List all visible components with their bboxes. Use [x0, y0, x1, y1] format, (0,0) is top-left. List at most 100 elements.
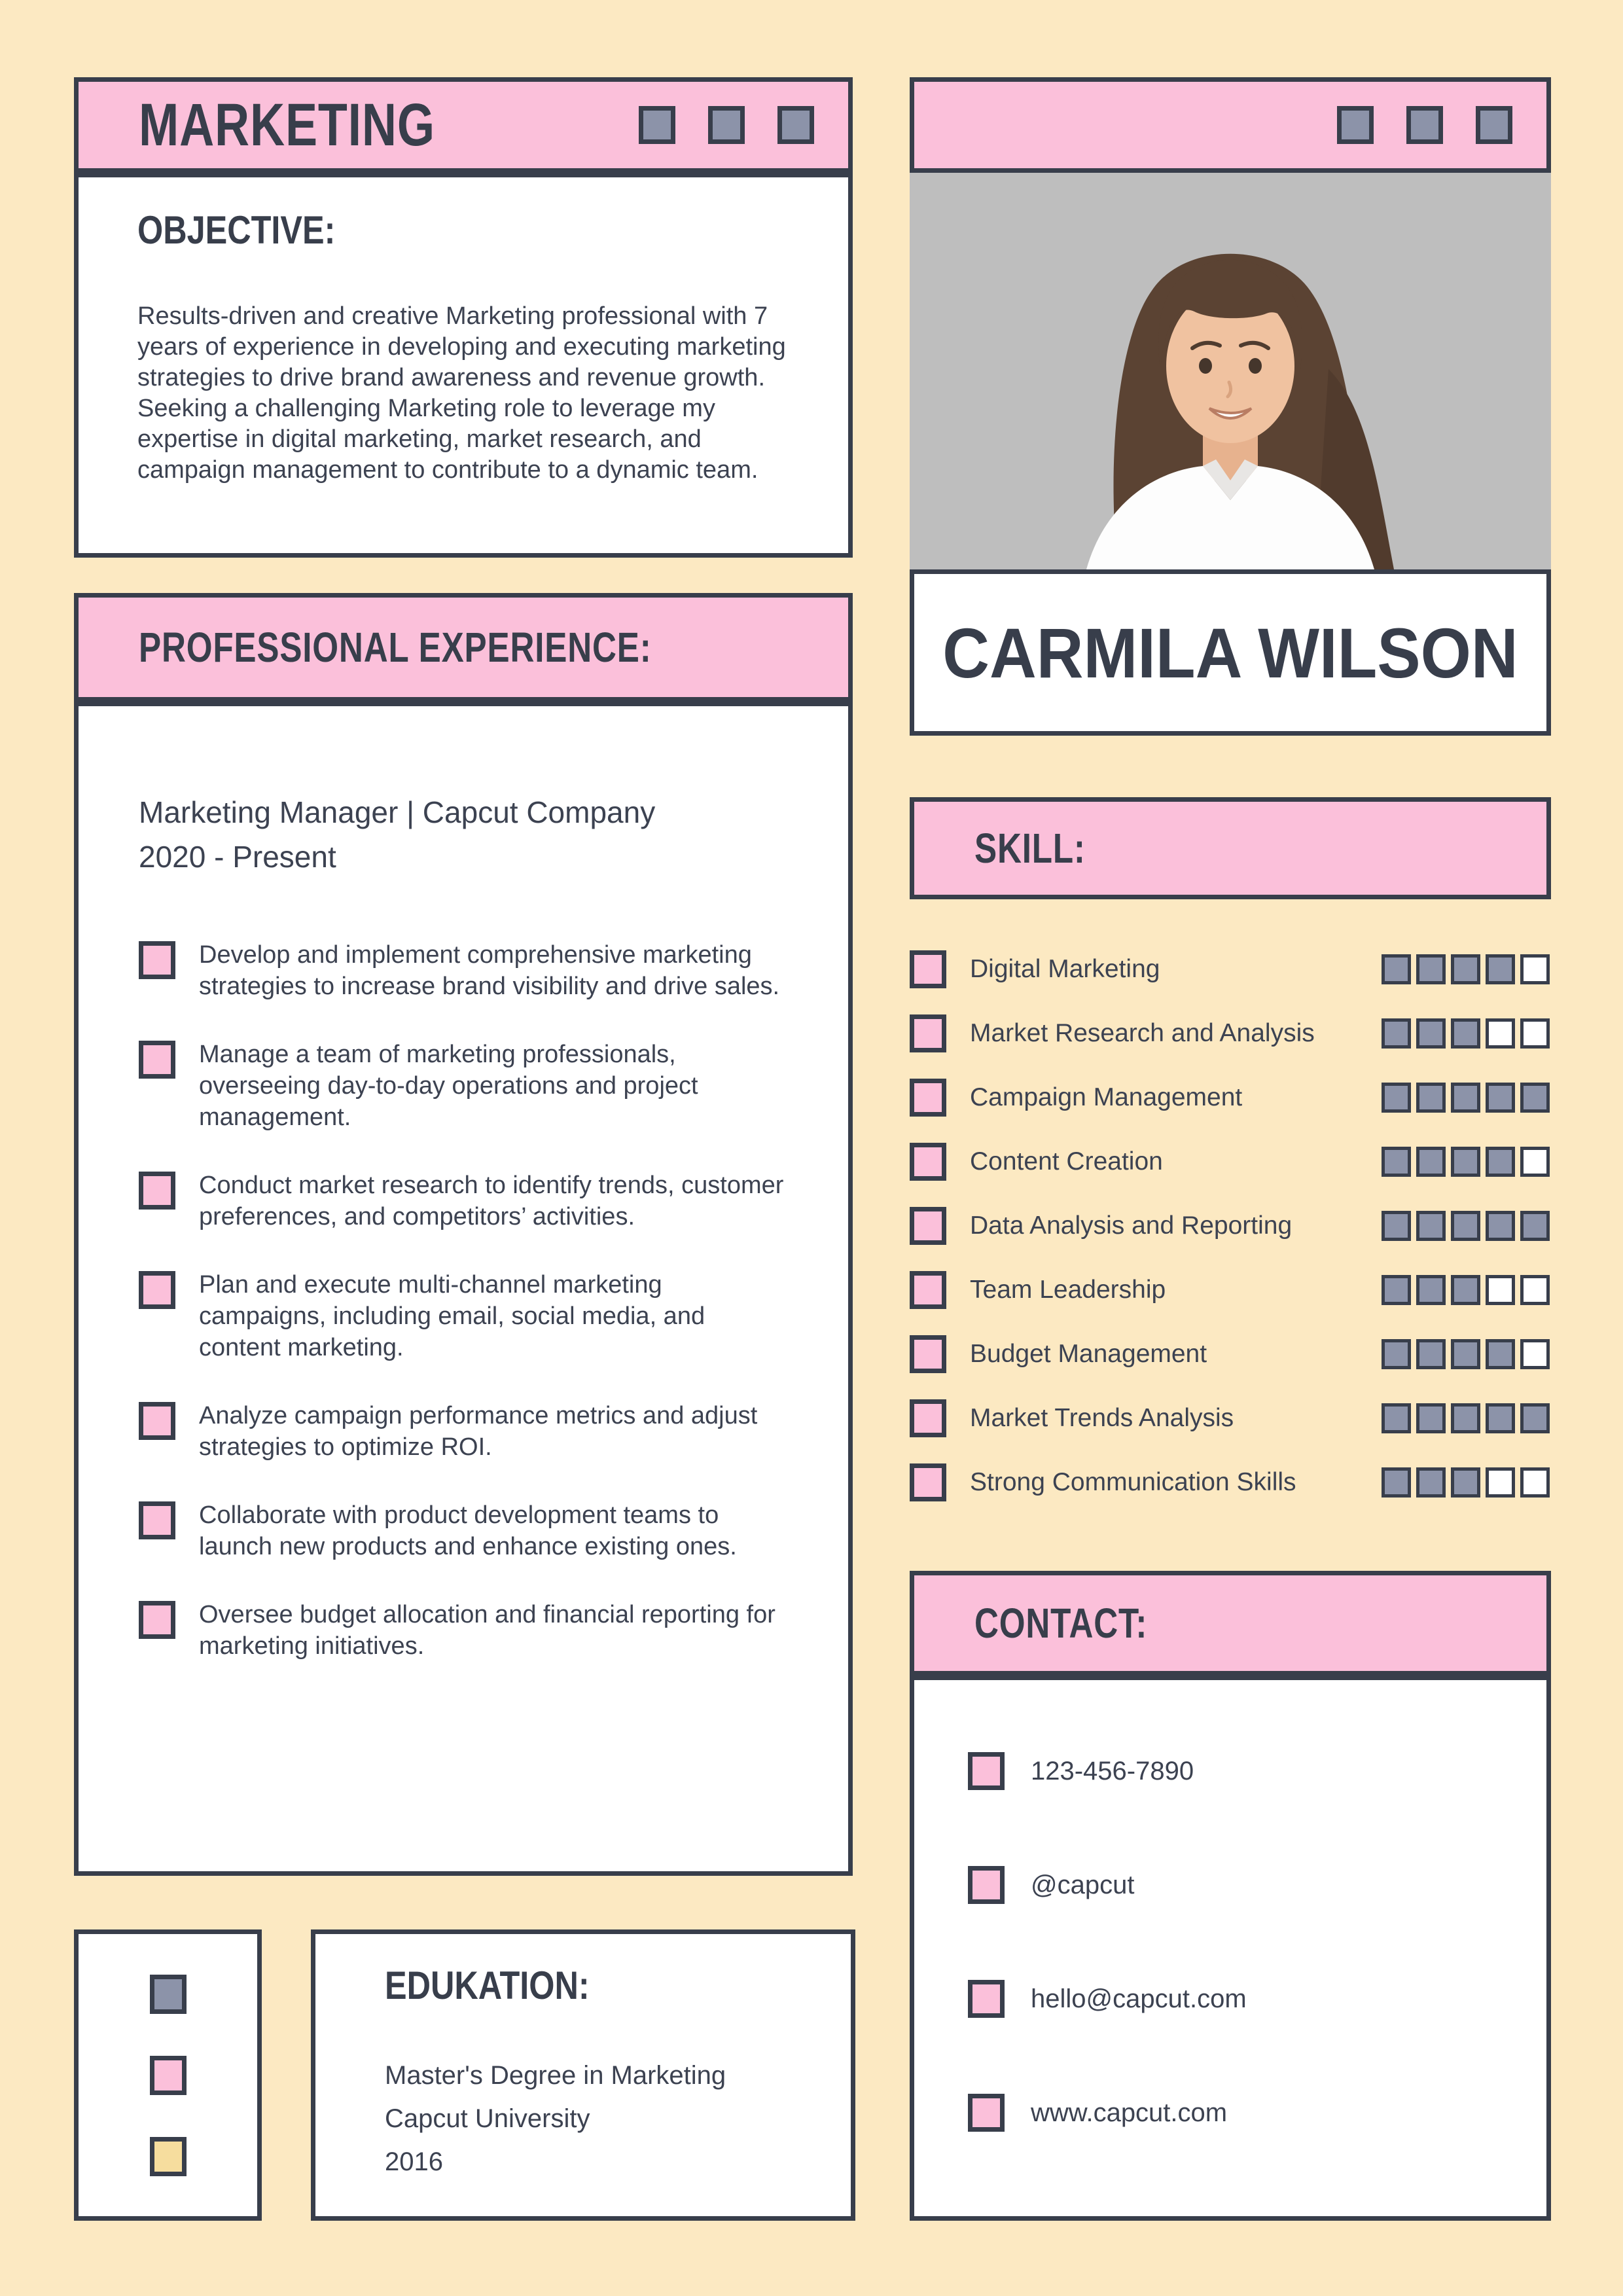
checkbox-square-icon [910, 1463, 946, 1501]
window-square-icon [708, 106, 745, 144]
rating-square-filled [1486, 1147, 1515, 1177]
checkbox-square-icon [910, 1399, 946, 1437]
job-title-line: Marketing Manager | Capcut Company [139, 795, 656, 829]
checkbox-square-icon [910, 1271, 946, 1309]
education-section: EDUKATION: Master's Degree in Marketing … [311, 1929, 855, 2221]
bullet-text: Manage a team of marketing professionals… [199, 1041, 698, 1131]
skill-label: Strong Communication Skills [970, 1468, 1296, 1496]
skill-row: Campaign Management [910, 1079, 1551, 1117]
checkbox-square-icon [968, 1980, 1005, 2018]
contact-list: 123-456-7890 @capcut hello@capcut.com ww… [968, 1752, 1514, 2132]
skill-row: Market Research and Analysis [910, 1014, 1551, 1052]
skill-row: Team Leadership [910, 1271, 1551, 1309]
skill-row: Digital Marketing [910, 950, 1551, 988]
rating-square-filled [1416, 1083, 1446, 1113]
skill-row: Strong Communication Skills [910, 1463, 1551, 1501]
skill-label: Digital Marketing [970, 955, 1160, 983]
accent-square-blue-icon [149, 1974, 187, 2014]
rating-square-filled [1451, 1467, 1480, 1498]
checkbox-square-icon [910, 1207, 946, 1245]
skill-rating [1382, 1018, 1550, 1049]
rating-square-filled [1486, 1403, 1515, 1433]
education-details: Master's Degree in Marketing Capcut Univ… [385, 2054, 812, 2183]
bullet-text: Plan and execute multi-channel marketing… [199, 1271, 705, 1361]
bullet-text: Oversee budget allocation and financial … [199, 1601, 776, 1660]
checkbox-square-icon [139, 1271, 175, 1309]
contact-row: @capcut [968, 1866, 1514, 1904]
rating-square-filled [1416, 954, 1446, 984]
portrait-illustration [910, 173, 1551, 569]
checkbox-square-icon [968, 1866, 1005, 1904]
skill-rating [1382, 1339, 1550, 1369]
skill-header-bar: SKILL: [910, 797, 1551, 899]
objective-heading: OBJECTIVE: [137, 208, 336, 252]
skill-rating [1382, 1147, 1550, 1177]
skill-rating [1382, 954, 1550, 984]
contact-value: @capcut [1031, 1870, 1135, 1899]
bullet-text: Analyze campaign performance metrics and… [199, 1402, 758, 1461]
checkbox-square-icon [910, 950, 946, 988]
accent-squares-box [74, 1929, 262, 2221]
window-square-icon [1337, 106, 1374, 144]
rating-square-filled [1382, 1083, 1411, 1113]
contact-row: hello@capcut.com [968, 1980, 1514, 2018]
rating-square-filled [1382, 1467, 1411, 1498]
rating-square-filled [1382, 954, 1411, 984]
rating-square-filled [1382, 1275, 1411, 1305]
experience-bullet: Plan and execute multi-channel marketing… [139, 1269, 812, 1363]
skill-rating [1382, 1083, 1550, 1113]
experience-bullet: Manage a team of marketing professionals… [139, 1039, 812, 1133]
page-title: MARKETING [139, 91, 435, 158]
contact-row: www.capcut.com [968, 2094, 1514, 2132]
rating-square-empty [1520, 1467, 1550, 1498]
skill-row: Budget Management [910, 1335, 1551, 1373]
experience-bullet: Oversee budget allocation and financial … [139, 1599, 812, 1662]
education-heading: EDUKATION: [385, 1964, 590, 2007]
education-school: Capcut University [385, 2104, 590, 2133]
experience-section: Marketing Manager | Capcut Company 2020 … [74, 702, 853, 1876]
rating-square-filled [1416, 1339, 1446, 1369]
experience-heading: PROFESSIONAL EXPERIENCE: [139, 624, 652, 671]
checkbox-square-icon [910, 1014, 946, 1052]
skill-label: Content Creation [970, 1147, 1163, 1175]
rating-square-empty [1486, 1018, 1515, 1049]
rating-square-empty [1486, 1275, 1515, 1305]
rating-square-filled [1382, 1018, 1411, 1049]
checkbox-square-icon [910, 1143, 946, 1181]
window-square-icon [1476, 106, 1512, 144]
rating-square-filled [1416, 1275, 1446, 1305]
rating-square-filled [1486, 1339, 1515, 1369]
accent-square-pink-icon [149, 2055, 187, 2095]
contact-value: www.capcut.com [1031, 2098, 1228, 2127]
rating-square-filled [1382, 1403, 1411, 1433]
window-square-icon [1406, 106, 1443, 144]
window-squares [639, 106, 814, 144]
rating-square-filled [1382, 1147, 1411, 1177]
rating-square-filled [1416, 1018, 1446, 1049]
skill-label: Data Analysis and Reporting [970, 1211, 1293, 1240]
rating-square-filled [1451, 1147, 1480, 1177]
rating-square-filled [1451, 1018, 1480, 1049]
photo-header-bar [910, 77, 1551, 173]
rating-square-filled [1486, 954, 1515, 984]
objective-section: OBJECTIVE: Results-driven and creative M… [74, 173, 853, 558]
bullet-text: Develop and implement comprehensive mark… [199, 941, 780, 1000]
skill-rating [1382, 1211, 1550, 1241]
marketing-header-bar: MARKETING [74, 77, 853, 173]
rating-square-filled [1486, 1083, 1515, 1113]
skill-heading: SKILL: [974, 825, 1086, 872]
rating-square-filled [1451, 1083, 1480, 1113]
rating-square-filled [1416, 1147, 1446, 1177]
rating-square-filled [1451, 954, 1480, 984]
rating-square-empty [1520, 1147, 1550, 1177]
checkbox-square-icon [139, 1172, 175, 1210]
rating-square-empty [1486, 1467, 1515, 1498]
rating-square-filled [1451, 1403, 1480, 1433]
rating-square-filled [1486, 1211, 1515, 1241]
job-period: 2020 - Present [139, 840, 336, 874]
window-square-icon [777, 106, 814, 144]
rating-square-empty [1520, 1018, 1550, 1049]
skill-rating [1382, 1467, 1550, 1498]
rating-square-filled [1520, 1211, 1550, 1241]
